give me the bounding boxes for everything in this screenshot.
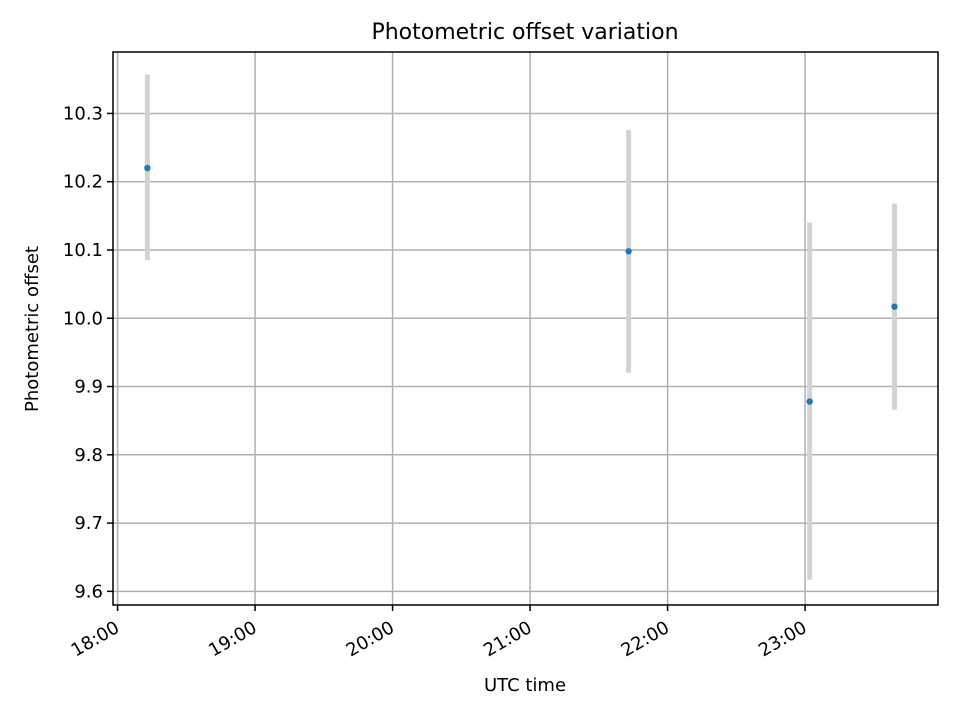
y-tick-label: 10.3 bbox=[63, 103, 103, 124]
y-tick-label: 9.8 bbox=[74, 445, 103, 466]
data-point bbox=[891, 303, 898, 310]
data-points bbox=[144, 164, 898, 405]
y-axis-ticks: 9.6 9.7 9.8 9.9 10.0 10.1 10.2 10.3 bbox=[63, 103, 113, 602]
x-tick-label: 22:00 bbox=[618, 617, 673, 661]
data-point bbox=[144, 164, 151, 172]
data-point bbox=[625, 248, 632, 255]
y-axis-label: Photometric offset bbox=[22, 246, 43, 412]
y-tick-label: 9.9 bbox=[74, 377, 103, 398]
y-tick-label: 10.1 bbox=[63, 240, 103, 261]
chart-title: Photometric offset variation bbox=[371, 20, 678, 45]
x-tick-label: 21:00 bbox=[480, 617, 535, 661]
plot-frame bbox=[112, 51, 939, 606]
y-tick-label: 9.7 bbox=[74, 513, 103, 534]
error-bars bbox=[144, 74, 897, 580]
x-tick-label: 19:00 bbox=[205, 617, 260, 661]
data-point bbox=[806, 398, 813, 405]
x-tick-label: 20:00 bbox=[343, 617, 398, 661]
y-tick-label: 10.0 bbox=[63, 308, 103, 329]
grid-lines bbox=[113, 52, 938, 605]
x-tick-label: 18:00 bbox=[68, 617, 123, 661]
x-tick-label: 23:00 bbox=[755, 617, 810, 661]
y-tick-label: 9.6 bbox=[74, 581, 103, 602]
x-axis-ticks: 18:00 19:00 20:00 21:00 22:00 23:00 bbox=[68, 605, 811, 661]
y-tick-label: 10.2 bbox=[63, 172, 103, 193]
x-axis-label: UTC time bbox=[484, 675, 566, 696]
